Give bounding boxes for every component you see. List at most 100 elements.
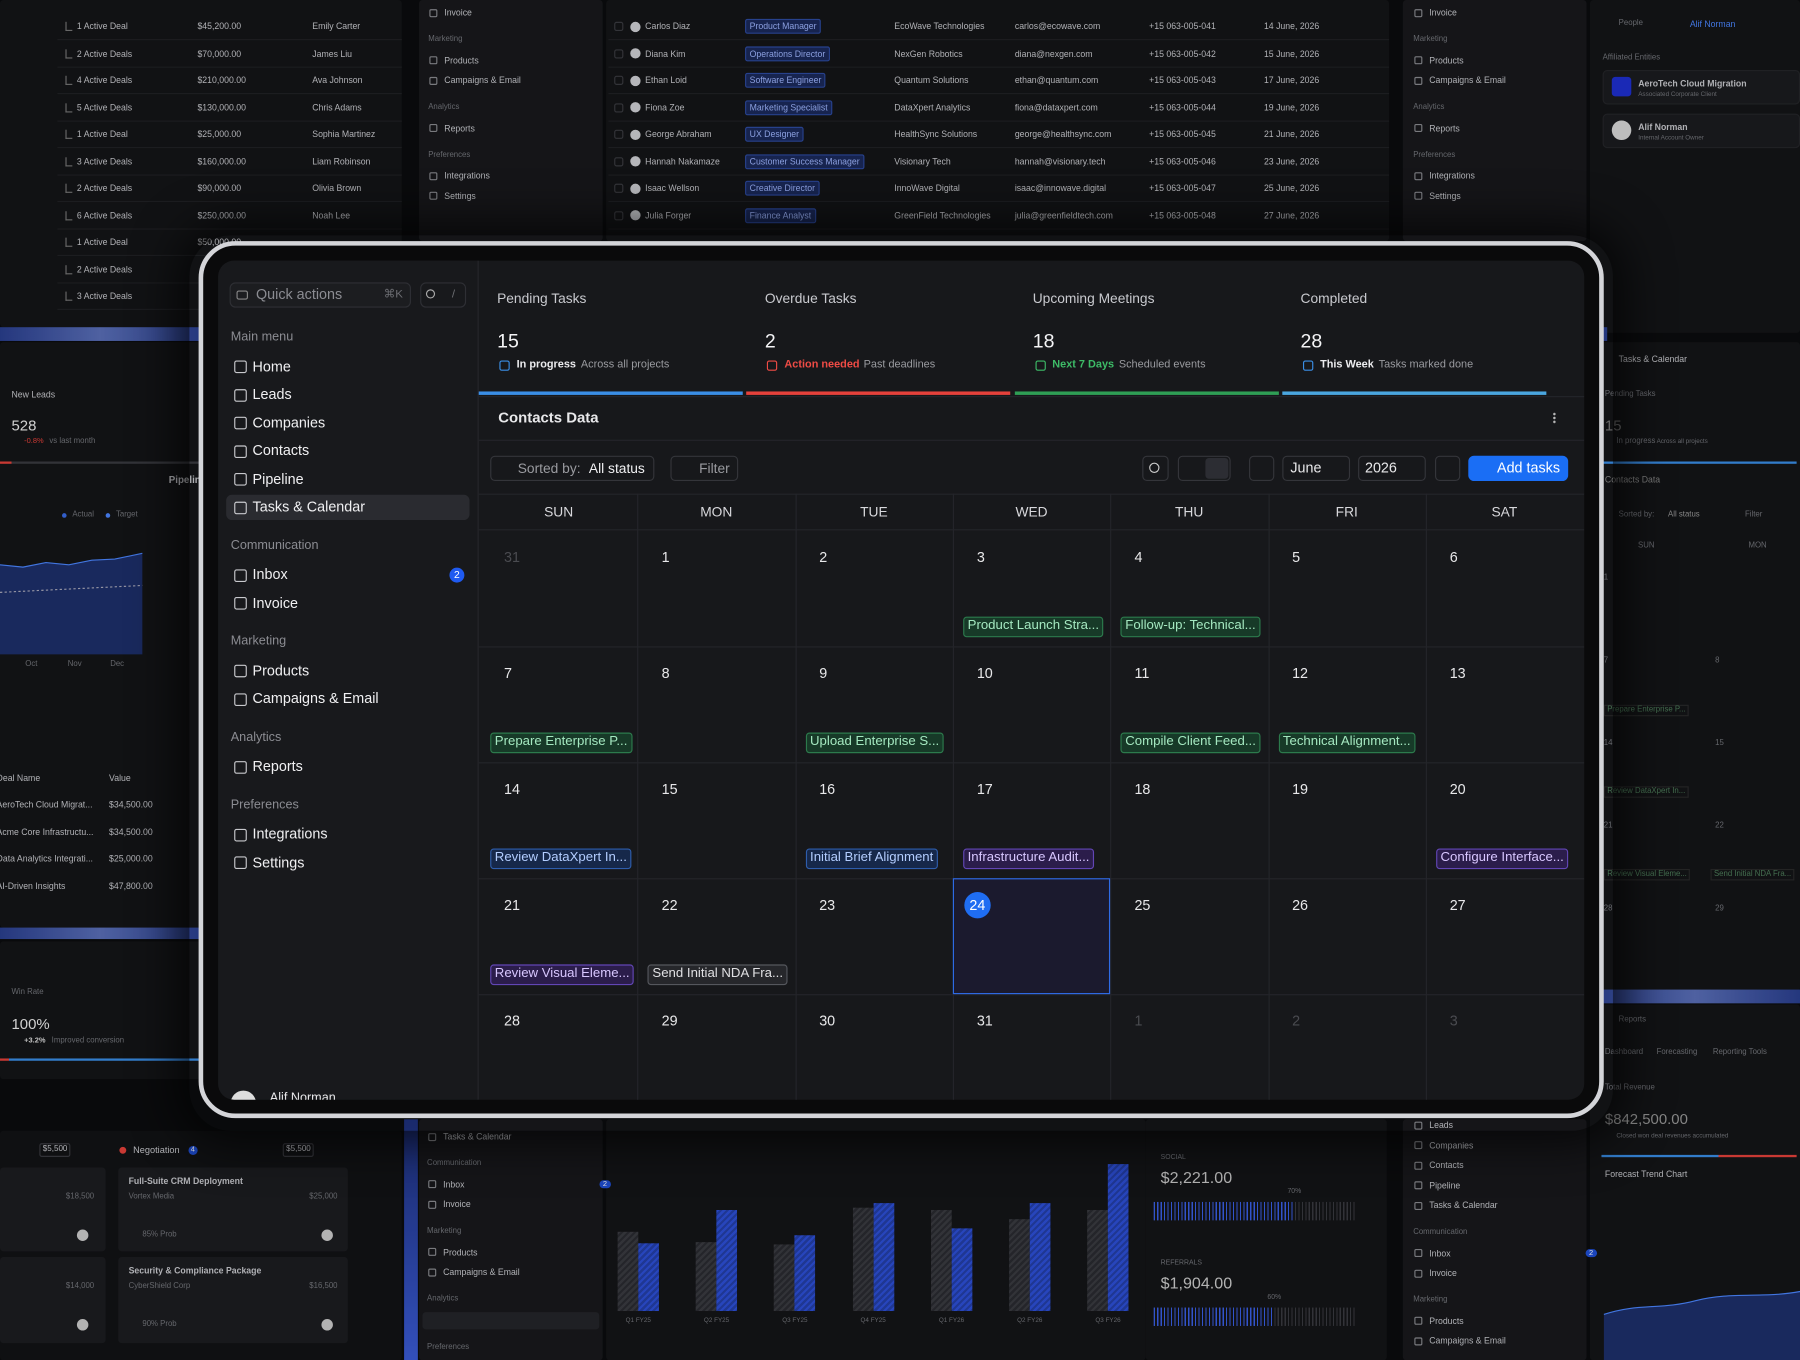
day-number: 22: [661, 897, 678, 914]
menu-item[interactable]: Campaigns & Email: [252, 690, 379, 707]
grid-line: [1267, 493, 1270, 1100]
menu-item[interactable]: Contacts: [252, 442, 310, 459]
event-chip[interactable]: Technical Alignment...: [1278, 732, 1416, 753]
sort-value[interactable]: All status: [588, 460, 645, 477]
prev-button[interactable]: [1249, 455, 1275, 482]
stat-bar: [1282, 391, 1547, 395]
placeholder[interactable]: Quick actions: [256, 286, 343, 303]
tablet-screen[interactable]: Quick actions ⌘K / Main menu Home Leads Compan…: [218, 260, 1585, 1100]
day-number: 5: [1292, 549, 1301, 566]
progress-bar: [1153, 1201, 1295, 1221]
column-header: Deal Name: [0, 773, 41, 784]
event-chip[interactable]: Review DataXpert In...: [490, 848, 632, 869]
chart-title: Forecast Trend Chart: [1604, 1169, 1688, 1180]
event-chip[interactable]: Send Initial NDA Fra...: [647, 964, 788, 985]
menu-item[interactable]: Home: [252, 358, 291, 375]
add-button-label[interactable]: Add tasks: [1496, 459, 1561, 476]
menu-icon: [1414, 1249, 1423, 1258]
legend-dot: [105, 513, 111, 518]
deal-owner: Liam Robinson: [312, 156, 371, 167]
menu-item[interactable]: Invoice: [252, 594, 299, 611]
day-number: 13: [1449, 665, 1466, 682]
bar: [852, 1207, 874, 1312]
contact-company: Visionary Tech: [894, 156, 951, 167]
quick-actions[interactable]: [229, 282, 411, 308]
menu-icon: [429, 191, 438, 200]
search-button[interactable]: [1142, 455, 1169, 482]
contact-date: 21 June, 2026: [1263, 129, 1320, 140]
kebab-menu[interactable]: [1553, 412, 1556, 424]
menu-item[interactable]: Products: [252, 662, 310, 679]
event-chip[interactable]: Initial Brief Alignment: [805, 848, 938, 869]
stat-value: 2: [764, 330, 776, 353]
search-box[interactable]: [420, 282, 467, 308]
legend-dot: [61, 513, 67, 518]
deal-name: AI-Driven Insights: [0, 880, 66, 891]
menu-header: Analytics: [230, 730, 282, 744]
deal-value: $90,000.00: [197, 183, 242, 194]
year-select[interactable]: [1358, 455, 1426, 482]
contact-company: InnoWave Digital: [894, 183, 960, 194]
event-chip[interactable]: Review Visual Eleme...: [490, 964, 635, 985]
menu-item: Campaigns & Email: [1429, 1335, 1506, 1346]
event-chip: Review DataXpert In...: [1603, 786, 1689, 798]
stat-icon: [1302, 360, 1314, 371]
event-chip[interactable]: Prepare Enterprise P...: [490, 732, 632, 753]
menu-item[interactable]: Pipeline: [252, 470, 304, 487]
event-chip[interactable]: Upload Enterprise S...: [805, 732, 944, 753]
menu-icon: [234, 472, 247, 486]
card-amount: $18,500: [65, 1192, 95, 1201]
next-button[interactable]: [1435, 455, 1461, 482]
view-toggle[interactable]: [1177, 455, 1231, 482]
menu-item[interactable]: Companies: [252, 414, 326, 431]
menu-icon: [428, 1132, 437, 1141]
legend-label: Target: [115, 510, 138, 519]
event-chip[interactable]: Product Launch Stra...: [963, 616, 1104, 638]
event-chip[interactable]: Infrastructure Audit...: [963, 848, 1095, 869]
menu-icon: [234, 596, 247, 610]
event-chip[interactable]: Configure Interface...: [1435, 848, 1569, 869]
contact-email: carlos@ecowave.com: [1014, 21, 1101, 32]
add-button[interactable]: [1468, 455, 1569, 482]
menu-item[interactable]: Integrations: [252, 825, 328, 843]
menu-icon: [428, 1267, 437, 1277]
sort-button[interactable]: [490, 455, 655, 482]
year[interactable]: 2026: [1364, 459, 1397, 476]
active-item[interactable]: [226, 494, 470, 521]
filter-button[interactable]: [670, 455, 739, 482]
metric-change: +3.2%: [24, 1036, 46, 1045]
stage-total: $5,500: [282, 1143, 315, 1158]
checkbox: [614, 48, 624, 58]
menu-item[interactable]: Settings: [252, 854, 305, 871]
month[interactable]: June: [1290, 459, 1322, 476]
row-divider: [608, 200, 1390, 203]
legend-label: Actual: [72, 510, 95, 519]
event-chip[interactable]: Follow-up: Technical...: [1120, 616, 1261, 638]
bar: [617, 1231, 639, 1312]
menu-item: Integrations: [1429, 170, 1475, 181]
menu-item[interactable]: Leads: [252, 386, 292, 403]
filter[interactable]: Filter: [699, 460, 730, 477]
row-divider: [57, 200, 402, 203]
avatar: [630, 210, 641, 221]
accent-strip: [0, 327, 201, 341]
sort-label: Sorted by:: [1618, 510, 1655, 519]
avatar: [630, 183, 641, 194]
sort-label[interactable]: Sorted by:: [517, 460, 581, 477]
calendar-view[interactable]: [1205, 458, 1229, 479]
menu-icon: [429, 76, 438, 85]
bar: [1009, 1219, 1030, 1312]
stat-icon: [767, 360, 778, 371]
month-select[interactable]: [1282, 455, 1351, 482]
contact-role: UX Designer: [745, 126, 804, 142]
menu-item[interactable]: Reports: [252, 758, 303, 775]
card-amount: $14,000: [65, 1282, 95, 1291]
grid-line: [1110, 493, 1112, 1100]
menu-icon: [1414, 1121, 1423, 1130]
menu-icon: [1414, 1161, 1423, 1170]
menu-item[interactable]: Tasks & Calendar: [252, 498, 366, 515]
menu-item[interactable]: Inbox: [252, 566, 288, 583]
event-chip[interactable]: Compile Client Feed...: [1120, 732, 1261, 753]
day-number: 2: [1292, 1013, 1301, 1030]
row-divider: [608, 119, 1390, 122]
